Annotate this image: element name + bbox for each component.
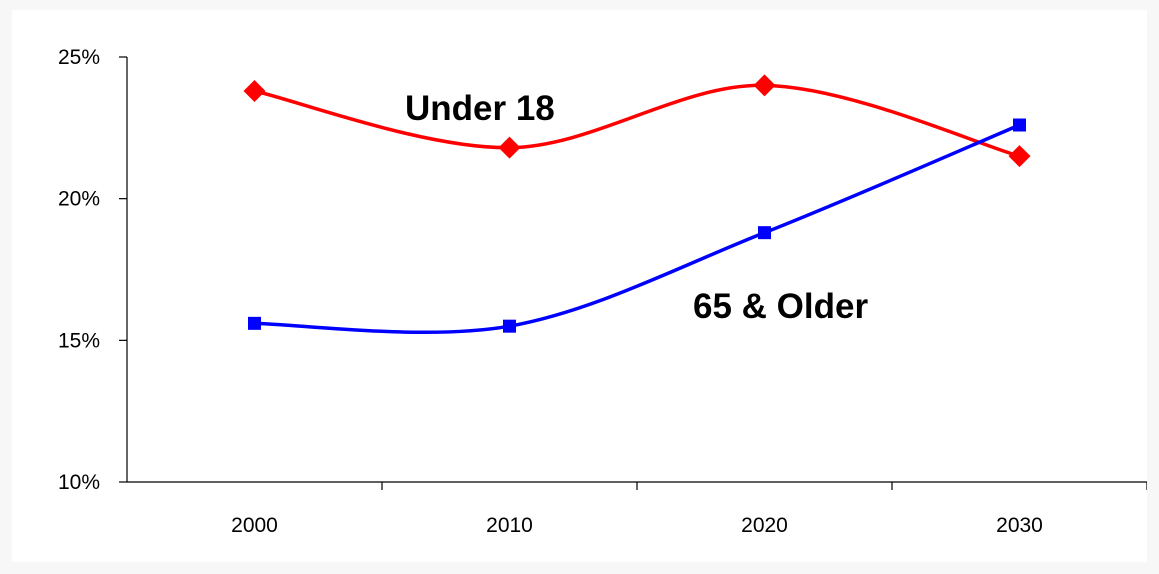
y-ticks: 10% 15% 20% 25%: [58, 46, 127, 494]
series-labels: Under 18 65 & Older: [405, 89, 868, 326]
data-point-square: [503, 319, 516, 333]
series-label-65-older: 65 & Older: [693, 287, 868, 326]
data-point-square: [248, 316, 261, 330]
x-tick-label: 2000: [231, 514, 278, 537]
axes: [126, 57, 1147, 483]
data-point-diamond: [1008, 145, 1031, 168]
data-point-square: [1013, 118, 1026, 132]
data-point-diamond: [498, 136, 521, 159]
x-ticks: 2000 2010 2020 2030: [231, 482, 1147, 537]
y-tick-label: 25%: [58, 46, 100, 69]
y-tick-label: 20%: [58, 188, 100, 211]
data-point-square: [758, 226, 771, 240]
series-markers: [243, 74, 1031, 333]
series-label-under-18: Under 18: [405, 89, 555, 128]
data-point-diamond: [243, 80, 266, 102]
series-line-1: [252, 123, 1022, 335]
x-tick-label: 2020: [741, 514, 788, 537]
y-tick-label: 10%: [58, 471, 100, 494]
x-tick-label: 2030: [996, 514, 1043, 537]
series-lines: [252, 83, 1022, 335]
chart-frame: 10% 15% 20% 25% 2000 2010 2020 2030 Under 18 6…: [12, 10, 1147, 562]
series-line-0: [252, 83, 1022, 158]
y-tick-label: 15%: [58, 329, 100, 352]
x-tick-label: 2010: [486, 514, 533, 537]
data-point-diamond: [753, 74, 776, 97]
line-chart: 10% 15% 20% 25% 2000 2010 2020 2030 Under 18 6…: [58, 46, 1147, 537]
